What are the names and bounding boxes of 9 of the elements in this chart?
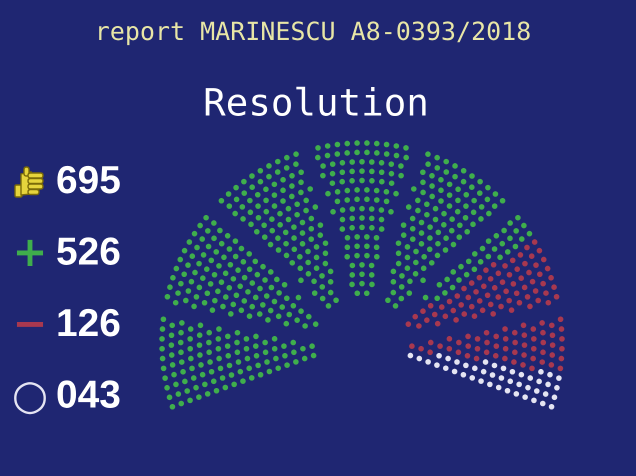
- text: report MARINESCU A8-0393/2018: [99, 21, 530, 46]
- data-label: 126: [58, 308, 120, 336]
- data-label: 526: [57, 237, 120, 265]
- text: Resolution: [206, 86, 426, 116]
- data-label: 695: [57, 166, 120, 194]
- data-label: 043: [58, 380, 120, 408]
- category-label: +: [16, 240, 44, 266]
- category-label: ○: [14, 382, 46, 414]
- category-label: −: [16, 322, 44, 327]
